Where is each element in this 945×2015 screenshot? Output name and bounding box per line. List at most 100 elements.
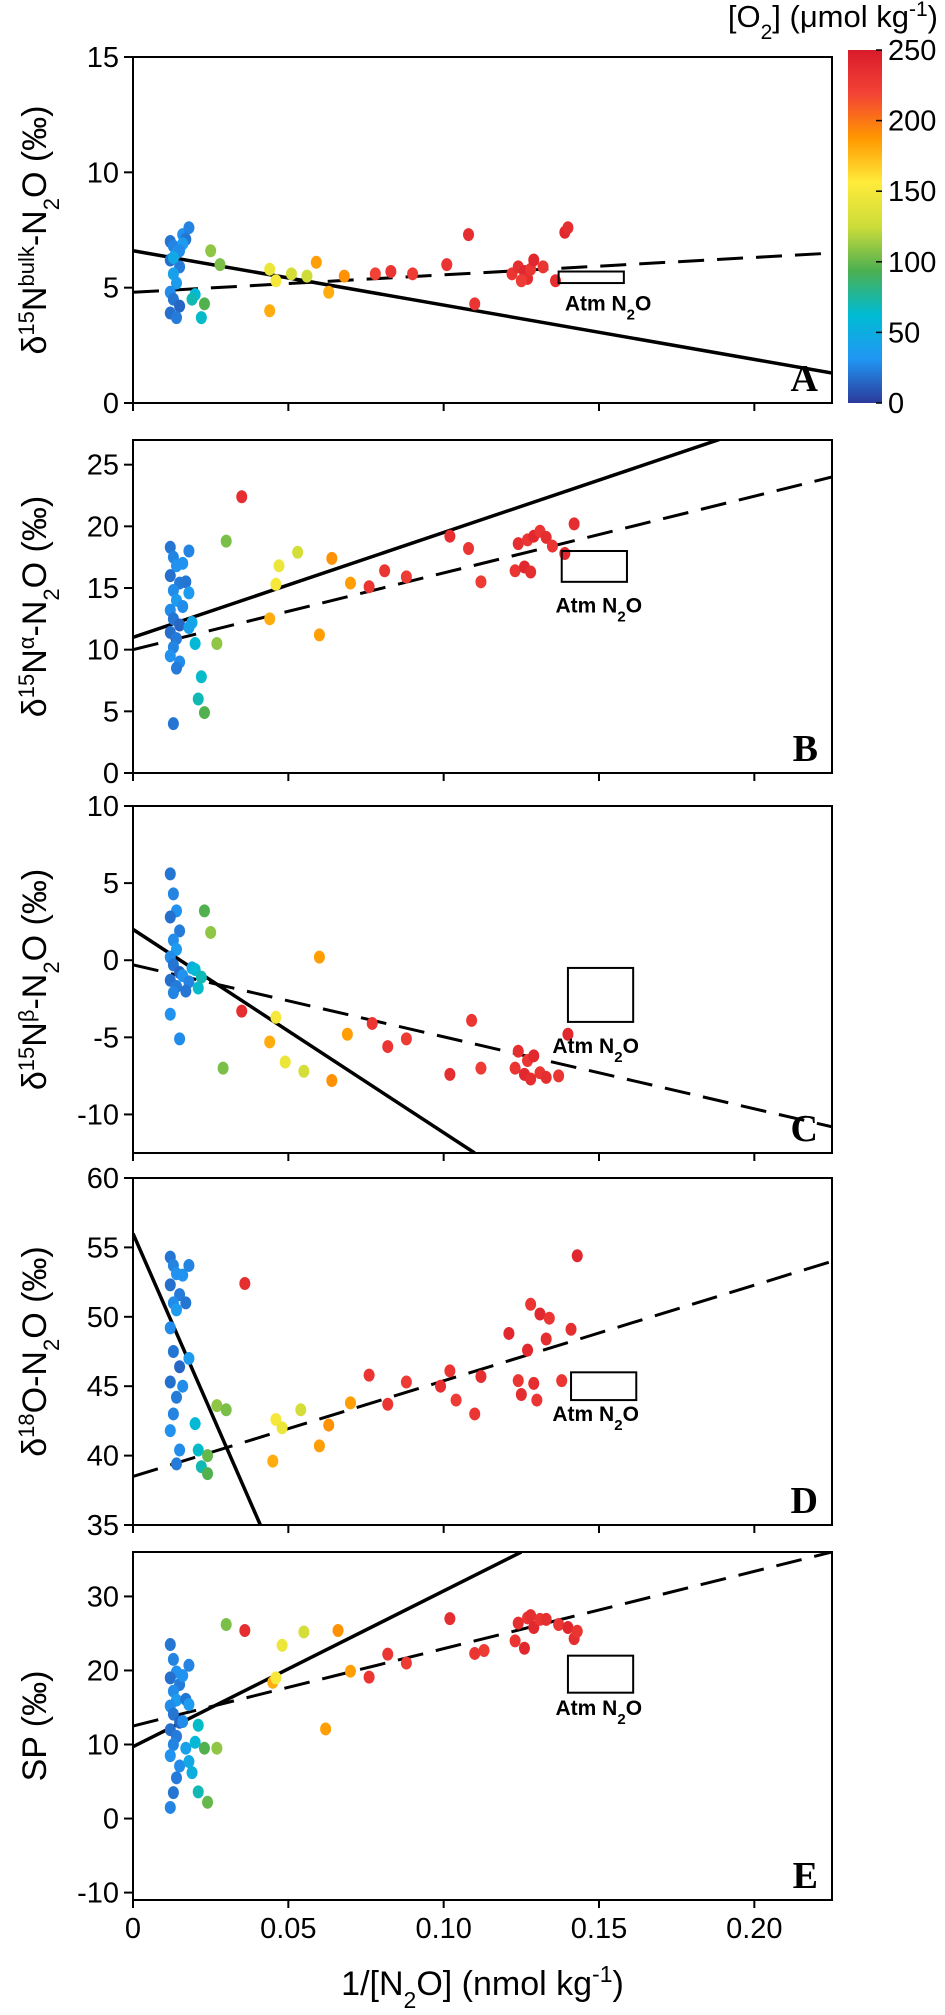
data-point bbox=[344, 1664, 356, 1678]
data-point bbox=[525, 565, 537, 579]
atm-label-main: Atm N bbox=[552, 1035, 614, 1058]
x-tick-label: 0.05 bbox=[260, 1913, 316, 1945]
data-point bbox=[195, 670, 207, 684]
y-label-delta: δ bbox=[16, 336, 54, 355]
colorbar-tick-label: 250 bbox=[888, 35, 936, 67]
data-point bbox=[195, 970, 207, 984]
y-tick-label: 50 bbox=[87, 1302, 119, 1334]
data-point bbox=[167, 887, 179, 901]
y-tick-label: 20 bbox=[87, 511, 119, 543]
data-point bbox=[164, 1424, 176, 1438]
data-point bbox=[167, 1738, 179, 1752]
y-tick-label: 55 bbox=[87, 1232, 119, 1264]
data-point bbox=[556, 1374, 568, 1388]
x-tick-label: 0.20 bbox=[726, 1913, 782, 1945]
y-tick-label: 5 bbox=[103, 696, 119, 728]
solid-regression-line bbox=[133, 440, 724, 639]
data-point bbox=[186, 292, 198, 306]
data-point bbox=[198, 904, 210, 918]
data-point bbox=[167, 583, 179, 597]
data-point bbox=[407, 267, 419, 281]
data-point bbox=[512, 1616, 524, 1630]
data-point bbox=[189, 1417, 201, 1431]
x-tick-label: 0.15 bbox=[571, 1913, 627, 1945]
data-point bbox=[276, 1638, 288, 1652]
data-point bbox=[509, 564, 521, 578]
y-label-delta: δ bbox=[16, 1438, 54, 1457]
y-tick-label: 15 bbox=[87, 573, 119, 605]
atm-n2o-label: Atm N2O bbox=[552, 1403, 639, 1434]
y-tick-label: 20 bbox=[87, 1655, 119, 1687]
y-tick-label: 0 bbox=[103, 1804, 119, 1836]
plot-area bbox=[133, 1232, 832, 1525]
atm-label-main: Atm N bbox=[565, 293, 627, 316]
data-point bbox=[264, 262, 276, 276]
data-point bbox=[515, 274, 527, 288]
colorbar-tick-label: 100 bbox=[888, 247, 936, 279]
y-label-species: -N bbox=[16, 210, 54, 246]
y-label-isotope: 15 bbox=[14, 311, 39, 335]
data-point bbox=[174, 1288, 186, 1302]
data-point bbox=[344, 576, 356, 590]
y-label-unit: O (‰) bbox=[16, 1246, 54, 1339]
data-point bbox=[170, 311, 182, 325]
data-point bbox=[326, 1074, 338, 1088]
y-label-unit: O (‰) bbox=[16, 869, 54, 962]
data-point bbox=[186, 1766, 198, 1780]
data-point bbox=[164, 867, 176, 881]
data-point bbox=[174, 618, 186, 632]
data-point bbox=[164, 1278, 176, 1292]
data-point bbox=[183, 1755, 195, 1769]
x-label-main: 1/[N bbox=[341, 1965, 403, 2003]
x-label-sub: 2 bbox=[404, 1987, 417, 2013]
y-label-element: N bbox=[16, 1022, 54, 1047]
data-point bbox=[540, 1612, 552, 1626]
atm-label-tail: O bbox=[623, 1035, 639, 1058]
data-point bbox=[167, 1786, 179, 1800]
y-tick-label: 0 bbox=[103, 388, 119, 420]
data-point bbox=[531, 1393, 543, 1407]
colorbar-tick-label: 150 bbox=[888, 176, 936, 208]
data-point bbox=[313, 1439, 325, 1453]
colorbar-title-close: ) bbox=[928, 0, 938, 34]
data-point bbox=[192, 1785, 204, 1799]
data-point bbox=[543, 1311, 555, 1325]
panel-letter: D bbox=[791, 1480, 818, 1522]
data-point bbox=[444, 529, 456, 543]
atm-label-tail: O bbox=[626, 1697, 642, 1720]
data-point bbox=[205, 925, 217, 939]
atm-label-sub: 2 bbox=[614, 1416, 622, 1433]
colorbar-tick-label: 50 bbox=[888, 317, 920, 349]
data-point bbox=[400, 1032, 412, 1046]
data-point bbox=[279, 1055, 291, 1069]
data-point bbox=[183, 620, 195, 634]
data-point bbox=[379, 564, 391, 578]
data-point bbox=[180, 984, 192, 998]
y-axis-label: δ15Nβ-N2O (‰) bbox=[14, 869, 64, 1090]
y-label-isotope: 18 bbox=[14, 1413, 39, 1437]
y-label-subscript: 2 bbox=[39, 1339, 64, 1351]
panel-frame bbox=[132, 1177, 833, 1526]
data-point bbox=[167, 1652, 179, 1666]
data-point bbox=[217, 1061, 229, 1075]
atm-label-tail: O bbox=[623, 1403, 639, 1426]
y-tick-label: 5 bbox=[103, 273, 119, 305]
plot-area bbox=[133, 440, 832, 731]
data-point bbox=[180, 1296, 192, 1310]
data-point bbox=[174, 1443, 186, 1457]
data-point bbox=[214, 258, 226, 272]
x-label-tail: O] (nmol kg bbox=[416, 1965, 592, 2003]
data-point bbox=[444, 1612, 456, 1626]
data-point bbox=[183, 544, 195, 558]
x-tick-label: 0.10 bbox=[415, 1913, 471, 1945]
data-point bbox=[177, 1379, 189, 1393]
y-label-unit: O (‰) bbox=[16, 496, 54, 589]
atm-label-sub: 2 bbox=[617, 608, 625, 625]
data-point bbox=[174, 1360, 186, 1374]
data-point bbox=[198, 1741, 210, 1755]
y-tick-label: 0 bbox=[103, 945, 119, 977]
y-label-site: α bbox=[14, 636, 39, 649]
data-point bbox=[463, 228, 475, 242]
y-tick-label: 40 bbox=[87, 1441, 119, 1473]
